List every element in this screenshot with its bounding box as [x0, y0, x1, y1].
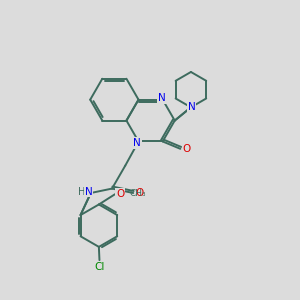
Text: O: O: [116, 189, 124, 199]
Text: N: N: [133, 138, 141, 148]
Text: O: O: [183, 144, 191, 154]
Text: N: N: [85, 187, 92, 196]
Text: CH₃: CH₃: [130, 189, 146, 198]
Text: N: N: [158, 93, 166, 103]
Text: O: O: [136, 188, 144, 198]
Text: N: N: [188, 102, 195, 112]
Text: H: H: [78, 187, 85, 196]
Text: Cl: Cl: [95, 262, 105, 272]
